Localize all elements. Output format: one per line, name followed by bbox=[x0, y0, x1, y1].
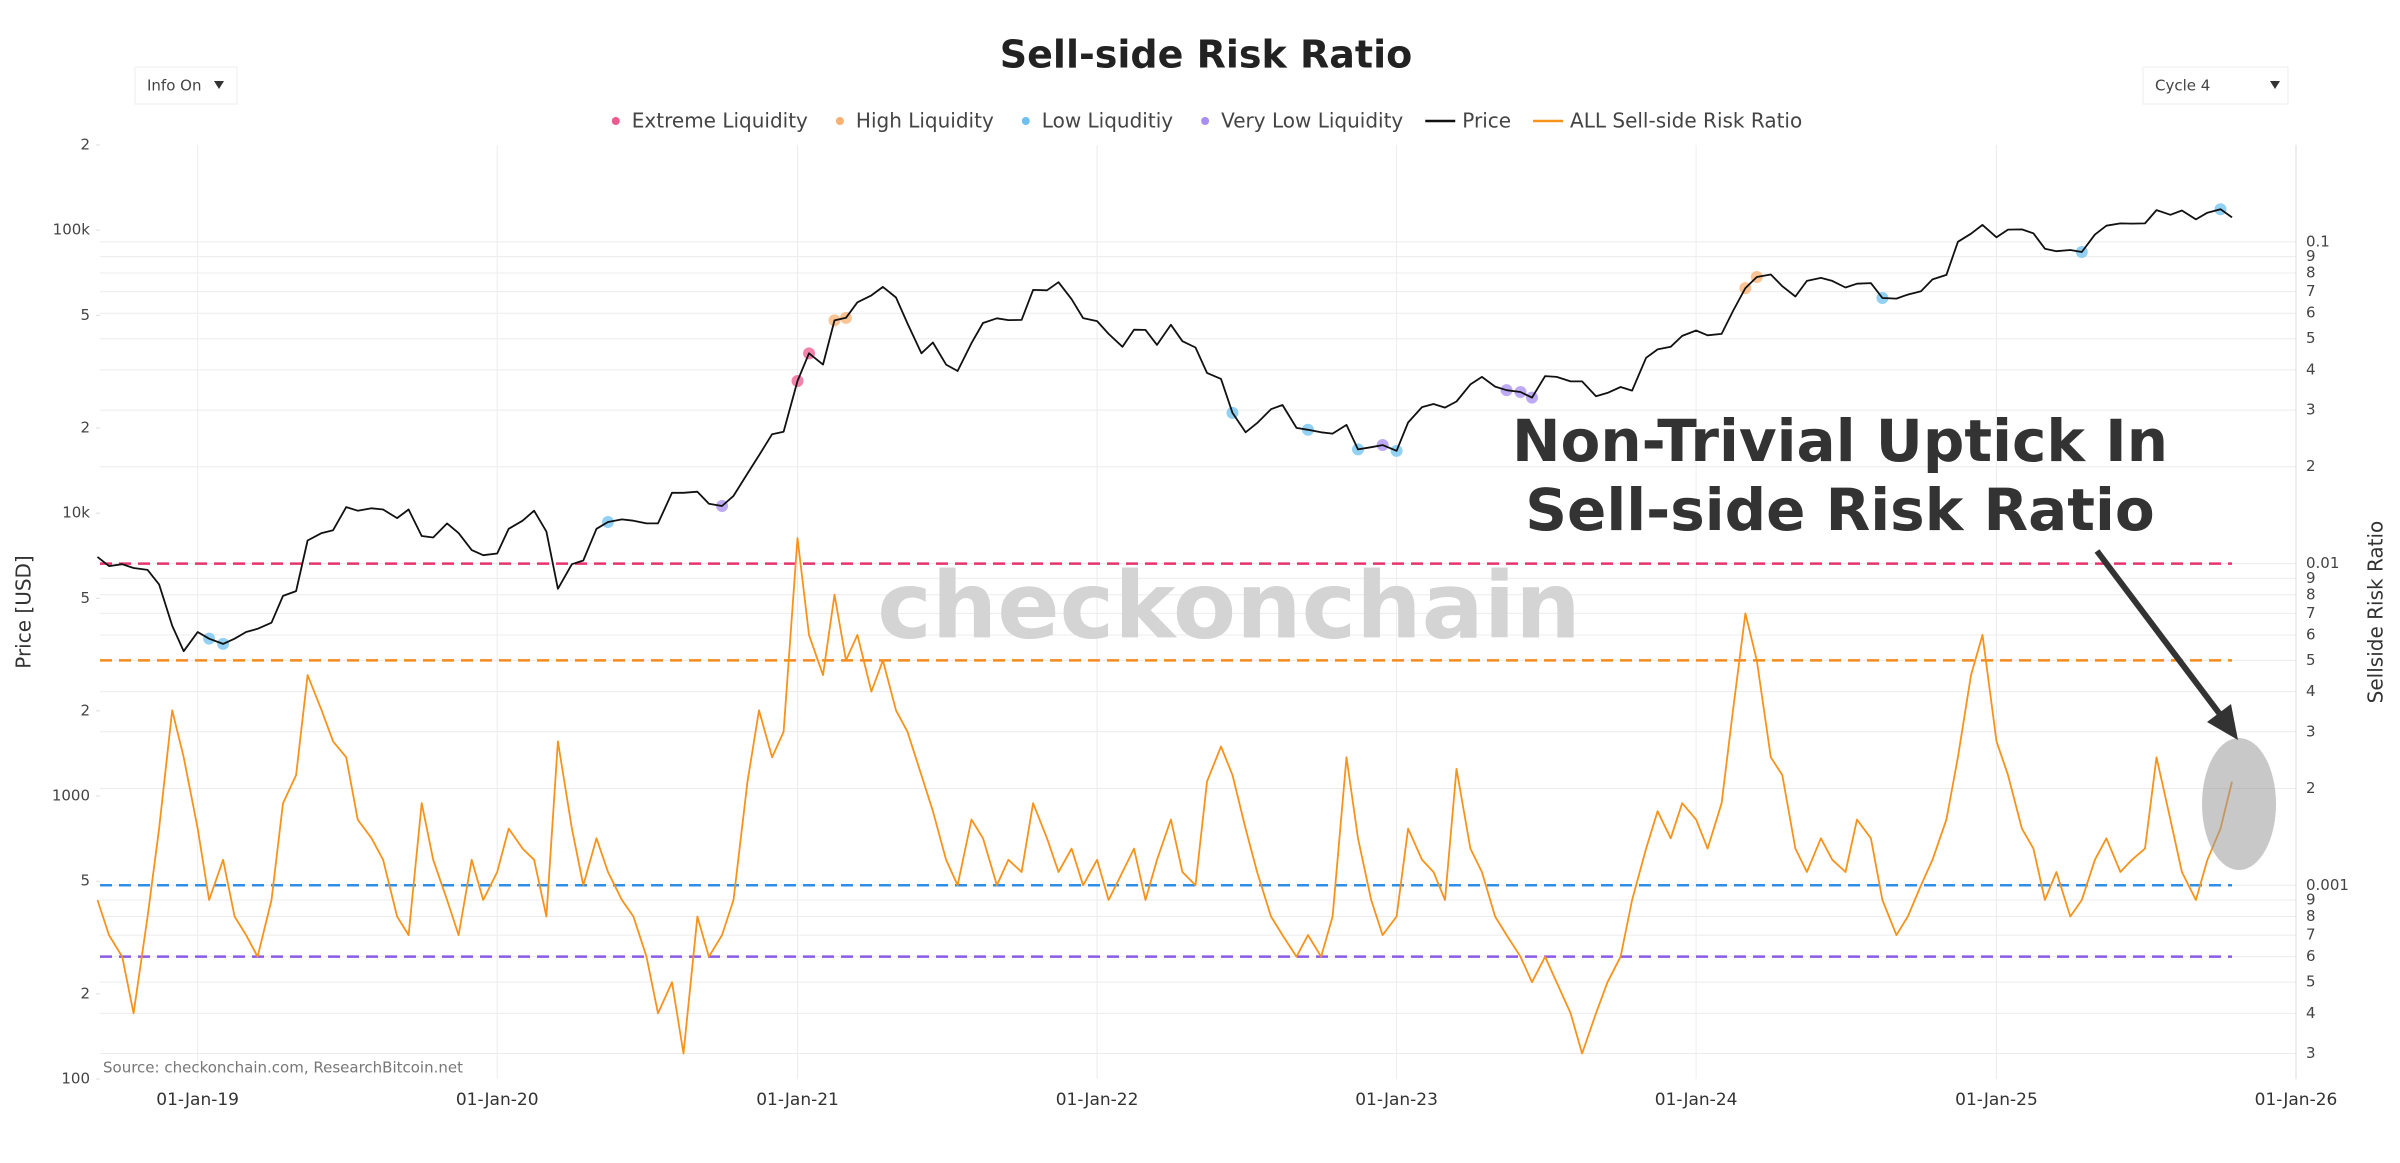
y-tick-label: 5 bbox=[80, 589, 90, 607]
y-tick-label: 100 bbox=[61, 1070, 90, 1088]
annotation-arrow bbox=[2094, 549, 2225, 719]
cycle-dropdown[interactable]: Cycle 4 bbox=[2142, 66, 2289, 105]
y2-tick-label: 3 bbox=[2306, 1044, 2316, 1062]
dropdown-label[interactable]: Info On bbox=[147, 77, 201, 95]
y-tick-label: 10k bbox=[62, 504, 90, 522]
y2-tick-label: 5 bbox=[2306, 651, 2316, 669]
x-tick-label: 01-Jan-20 bbox=[456, 1090, 539, 1110]
annotation: Non-Trivial Uptick In bbox=[1512, 407, 2168, 475]
legend-marker bbox=[1021, 117, 1030, 125]
y-tick-label: 2 bbox=[80, 418, 90, 436]
x-tick-label: 01-Jan-24 bbox=[1655, 1090, 1738, 1110]
y2-tick-label: 4 bbox=[2306, 682, 2316, 700]
y2-tick-label: 9 bbox=[2306, 247, 2316, 265]
annotation: Sell-side Risk Ratio bbox=[1525, 476, 2154, 544]
legend: Extreme Liquidity High Liquidity Low Liqud… bbox=[611, 109, 1802, 133]
y2-tick-label: 2 bbox=[2306, 457, 2316, 475]
legend-label: Price bbox=[1462, 109, 1511, 133]
y2-tick-label: 0.01 bbox=[2306, 554, 2339, 572]
x-tick-label: 01-Jan-23 bbox=[1355, 1090, 1438, 1110]
y2-tick-label: 7 bbox=[2306, 282, 2316, 300]
x-tick-label: 01-Jan-21 bbox=[756, 1090, 839, 1110]
y-tick-label: 100k bbox=[53, 221, 91, 239]
y2-tick-label: 7 bbox=[2306, 604, 2316, 622]
y2-tick-label: 6 bbox=[2306, 625, 2316, 643]
y2-tick-label: 4 bbox=[2306, 360, 2316, 378]
grid: 34567890.001234567890.01234567890.110025… bbox=[52, 136, 2349, 1111]
y2-tick-label: 6 bbox=[2306, 304, 2316, 322]
arrow-head bbox=[2207, 704, 2238, 740]
dropdown-arrow[interactable] bbox=[214, 81, 224, 89]
y2-tick-label: 2 bbox=[2306, 779, 2316, 797]
legend-label: Extreme Liquidity bbox=[632, 109, 808, 133]
legend-label: ALL Sell-side Risk Ratio bbox=[1570, 109, 1802, 133]
legend-label: Very Low Liquidity bbox=[1221, 109, 1403, 133]
y2-tick-label: 9 bbox=[2306, 569, 2316, 587]
y2-tick-label: 6 bbox=[2306, 947, 2316, 965]
y2-tick-label: 9 bbox=[2306, 891, 2316, 909]
plot bbox=[96, 203, 2233, 1055]
y-tick-label: 1000 bbox=[52, 787, 90, 805]
x-tick-label: 01-Jan-25 bbox=[1955, 1090, 2038, 1110]
legend-marker bbox=[1201, 117, 1210, 125]
chart-title: Sell-side Risk Ratio bbox=[1000, 33, 1412, 77]
legend-label: High Liquidity bbox=[856, 109, 994, 133]
watermark: checkonchain bbox=[877, 552, 1581, 659]
info-dropdown[interactable]: Info On bbox=[134, 66, 238, 105]
y2-tick-label: 5 bbox=[2306, 973, 2316, 991]
legend-marker bbox=[835, 117, 844, 125]
y2-tick-label: 0.1 bbox=[2306, 232, 2330, 250]
highlight-ellipse bbox=[2202, 738, 2276, 870]
y2-tick-label: 0.001 bbox=[2306, 876, 2349, 894]
y-tick-label: 2 bbox=[80, 136, 90, 154]
dropdown-label[interactable]: Cycle 4 bbox=[2155, 77, 2210, 95]
legend-label: Low Liquditiy bbox=[1042, 109, 1173, 133]
y2-tick-label: 5 bbox=[2306, 329, 2316, 347]
y2-tick-label: 8 bbox=[2306, 585, 2316, 603]
y2-tick-label: 3 bbox=[2306, 722, 2316, 740]
y-axis-title: Price [USD] bbox=[12, 555, 36, 669]
y2-tick-label: 8 bbox=[2306, 264, 2316, 282]
y-tick-label: 2 bbox=[80, 701, 90, 719]
series-line bbox=[96, 208, 2233, 653]
x-tick-label: 01-Jan-19 bbox=[156, 1090, 239, 1110]
source-note: Source: checkonchain.com, ResearchBitcoi… bbox=[103, 1059, 463, 1077]
y2-tick-label: 4 bbox=[2306, 1004, 2316, 1022]
y2-axis-title: Sellside Risk Ratio bbox=[2364, 521, 2388, 704]
dropdown-arrow[interactable] bbox=[2270, 81, 2280, 89]
x-tick-label: 01-Jan-26 bbox=[2255, 1090, 2338, 1110]
y-tick-label: 5 bbox=[80, 872, 90, 890]
dropdown-box[interactable] bbox=[2142, 66, 2289, 105]
y2-tick-label: 3 bbox=[2306, 401, 2316, 419]
legend-marker bbox=[611, 117, 620, 125]
y2-tick-label: 7 bbox=[2306, 926, 2316, 944]
x-tick-label: 01-Jan-22 bbox=[1056, 1090, 1139, 1110]
y2-tick-label: 8 bbox=[2306, 907, 2316, 925]
y-tick-label: 5 bbox=[80, 306, 90, 324]
y-tick-label: 2 bbox=[80, 984, 90, 1002]
series-line bbox=[96, 537, 2233, 1055]
